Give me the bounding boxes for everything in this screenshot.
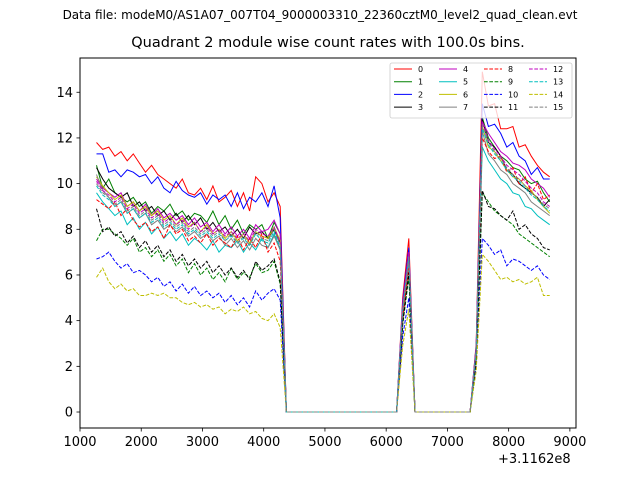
legend-label-0: 0 xyxy=(418,65,423,74)
y-tick-label: 12 xyxy=(56,131,73,146)
y-tick-label: 6 xyxy=(65,268,73,283)
legend-label-4: 4 xyxy=(463,65,468,74)
legend-label-1: 1 xyxy=(418,78,423,87)
plot-lines xyxy=(96,71,551,413)
x-tick-label: 4000 xyxy=(247,435,280,450)
y-tick-label: 8 xyxy=(65,223,73,238)
legend-label-15: 15 xyxy=(553,103,563,112)
series-line-14 xyxy=(96,253,550,413)
y-axis: 0 2 4 6 8 10 12 14 xyxy=(56,86,80,421)
x-tick-label: 1000 xyxy=(63,435,96,450)
legend-label-13: 13 xyxy=(553,78,563,87)
series-line-15 xyxy=(96,124,550,413)
y-tick-label: 4 xyxy=(65,314,73,329)
legend-label-10: 10 xyxy=(508,90,518,99)
y-tick-label: 14 xyxy=(56,86,73,101)
x-axis-offset-label: +3.1162e8 xyxy=(498,452,571,467)
y-tick-label: 2 xyxy=(65,360,73,375)
plot-frame xyxy=(79,57,577,429)
x-tick-label: 2000 xyxy=(125,435,158,450)
legend-label-2: 2 xyxy=(418,90,423,99)
x-tick-label: 8000 xyxy=(492,435,525,450)
legend-label-5: 5 xyxy=(463,78,468,87)
legend-label-8: 8 xyxy=(508,65,513,74)
legend-label-7: 7 xyxy=(463,103,468,112)
legend-box xyxy=(389,62,573,119)
chart-title: Quadrant 2 module wise count rates with … xyxy=(131,35,525,51)
y-tick-label: 10 xyxy=(56,177,73,192)
legend-label-12: 12 xyxy=(553,65,563,74)
legend-label-3: 3 xyxy=(418,103,423,112)
legend-label-14: 14 xyxy=(553,90,563,99)
x-tick-label: 3000 xyxy=(186,435,219,450)
series-line-10 xyxy=(96,237,550,413)
figure-suptitle: Data file: modeM0/AS1A07_007T04_90000033… xyxy=(62,8,578,22)
x-tick-label: 5000 xyxy=(308,435,341,450)
y-tick-label: 0 xyxy=(65,406,73,421)
series-line-11 xyxy=(96,190,550,413)
legend-label-9: 9 xyxy=(508,78,513,87)
x-axis: 1000 2000 3000 4000 5000 6000 7000 8000 9000 xyxy=(63,428,586,450)
x-tick-label: 7000 xyxy=(431,435,464,450)
x-tick-label: 9000 xyxy=(553,435,586,450)
legend-label-11: 11 xyxy=(508,103,518,112)
series-line-5 xyxy=(96,146,550,413)
series-line-9 xyxy=(96,191,550,413)
x-tick-label: 6000 xyxy=(370,435,403,450)
legend-label-6: 6 xyxy=(463,90,468,99)
